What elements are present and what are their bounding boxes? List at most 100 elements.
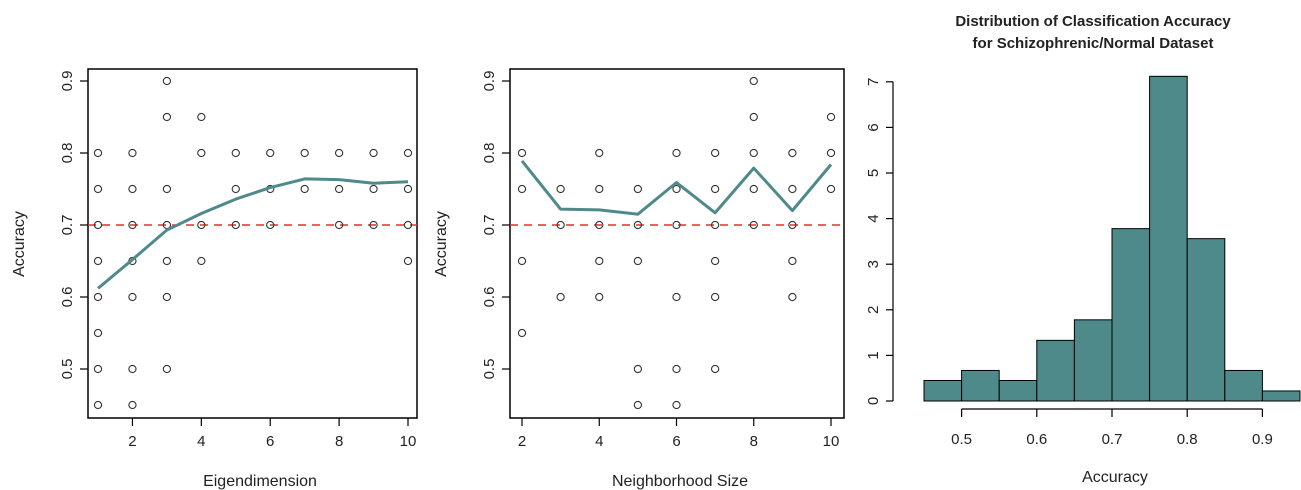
x-tick-label: 0.8 <box>1177 431 1198 448</box>
y-tick-label: 1 <box>865 351 882 359</box>
data-point <box>710 220 720 230</box>
histogram-bar <box>1261 390 1301 402</box>
x-tick-label: 10 <box>400 433 417 450</box>
data-point <box>403 220 413 230</box>
y-tick-label: 7 <box>865 78 882 86</box>
histogram-bar <box>923 379 963 402</box>
histogram-xlabel: Accuracy <box>1082 469 1148 486</box>
data-point <box>162 76 172 86</box>
data-point <box>369 184 378 194</box>
data-point <box>231 184 240 194</box>
histogram-bar <box>1186 238 1226 402</box>
data-point <box>403 148 413 158</box>
data-point <box>266 148 275 158</box>
data-point <box>556 220 565 230</box>
x-tick-label: 2 <box>128 433 136 450</box>
x-tick-label: 2 <box>518 433 526 450</box>
data-point <box>300 148 309 158</box>
y-tick-label: 0.9 <box>59 71 76 92</box>
x-tick-label: 4 <box>595 433 603 450</box>
panel2-ylabel: Accuracy <box>433 211 450 277</box>
data-point <box>788 292 797 302</box>
data-point <box>403 256 413 266</box>
data-point <box>788 220 797 230</box>
x-tick-label: 0.5 <box>951 431 972 448</box>
data-point <box>197 220 206 230</box>
data-point <box>633 400 643 410</box>
data-point <box>749 184 758 194</box>
data-point <box>672 400 681 410</box>
data-point <box>672 364 681 374</box>
y-tick-label: 4 <box>865 214 882 222</box>
data-point <box>710 364 720 374</box>
data-point <box>633 256 643 266</box>
data-point <box>162 256 172 266</box>
histogram-bar <box>961 369 1000 402</box>
histogram-bar <box>998 379 1038 402</box>
data-point <box>672 292 681 302</box>
y-tick-label: 2 <box>865 306 882 314</box>
y-tick-label: 3 <box>865 260 882 268</box>
data-point <box>788 184 797 194</box>
data-point <box>128 220 137 230</box>
data-point <box>710 256 720 266</box>
data-point <box>162 184 172 194</box>
y-tick-label: 0.6 <box>481 287 498 308</box>
data-point <box>672 220 681 230</box>
data-point <box>369 148 378 158</box>
data-point <box>749 76 758 86</box>
data-point <box>556 292 565 302</box>
y-tick-label: 6 <box>865 123 882 131</box>
x-tick-label: 0.7 <box>1102 431 1123 448</box>
histogram-bar <box>1224 369 1263 402</box>
histogram-title-line1: Distribution of Classification Accuracy <box>955 13 1231 30</box>
histogram-bar <box>1111 228 1151 402</box>
data-point <box>93 328 103 338</box>
neighborhood-scatter-panel: Neighborhood Size Accuracy 2 4 6 8 10 0.5 0.6 0… <box>433 68 845 490</box>
data-point <box>128 184 137 194</box>
data-point <box>749 112 758 122</box>
data-point <box>633 220 643 230</box>
data-point <box>231 220 240 230</box>
y-tick-label: 0.5 <box>59 359 76 380</box>
data-point <box>128 400 137 410</box>
data-point <box>517 184 527 194</box>
y-tick-label: 0 <box>865 397 882 405</box>
y-tick-label: 0.7 <box>59 215 76 236</box>
data-point <box>710 292 720 302</box>
data-point <box>633 364 643 374</box>
panel1-frame <box>87 68 418 419</box>
data-point <box>595 148 604 158</box>
data-point <box>93 184 103 194</box>
data-point <box>710 184 720 194</box>
y-tick-label: 0.5 <box>481 359 498 380</box>
data-point <box>93 292 103 302</box>
data-point <box>128 292 137 302</box>
x-tick-label: 8 <box>750 433 758 450</box>
histogram-bar <box>1149 75 1188 402</box>
data-point <box>197 112 206 122</box>
data-point <box>595 220 604 230</box>
data-point <box>93 220 103 230</box>
y-tick-label: 5 <box>865 169 882 177</box>
panel1-xlabel: Eigendimension <box>203 473 317 490</box>
data-point <box>162 364 172 374</box>
data-point <box>710 148 720 158</box>
y-tick-label: 0.8 <box>59 143 76 164</box>
data-point <box>93 400 103 410</box>
data-point <box>595 292 604 302</box>
panel2-xlabel: Neighborhood Size <box>612 473 748 490</box>
data-point <box>788 148 797 158</box>
data-point <box>93 256 103 266</box>
y-tick-label: 0.6 <box>59 287 76 308</box>
data-point <box>128 148 137 158</box>
data-point <box>334 148 344 158</box>
x-tick-label: 0.6 <box>1026 431 1047 448</box>
data-point <box>197 256 206 266</box>
eigendimension-scatter-panel: Eigendimension Accuracy 2 4 6 8 10 0.5 0.6 0.7 0… <box>11 68 418 490</box>
data-point <box>403 184 413 194</box>
data-point <box>162 292 172 302</box>
data-point <box>672 148 681 158</box>
x-tick-label: 8 <box>335 433 343 450</box>
